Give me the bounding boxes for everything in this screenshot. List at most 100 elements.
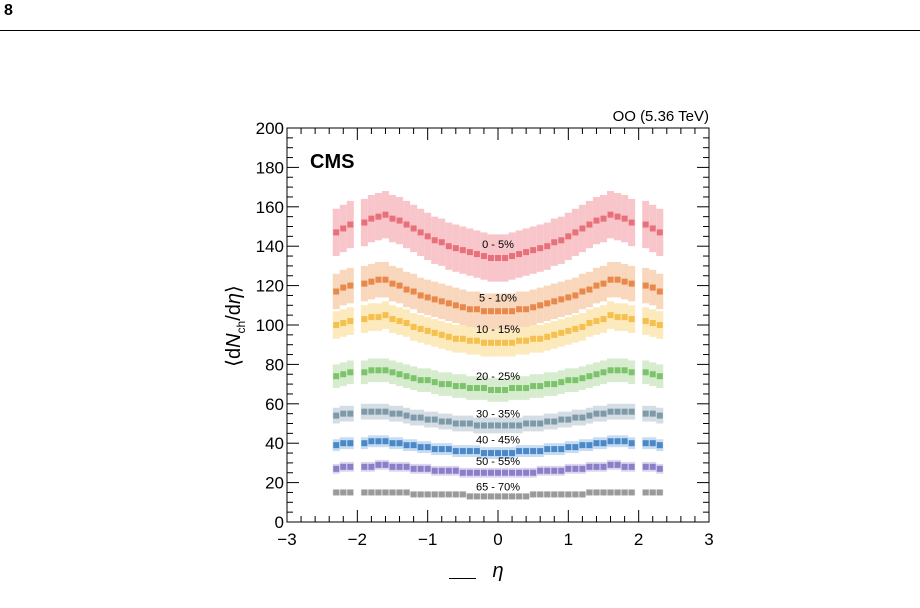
data-point: [361, 316, 368, 323]
data-point: [466, 385, 473, 392]
data-point: [558, 296, 565, 303]
data-point: [565, 327, 572, 334]
data-point: [438, 381, 445, 388]
data-point: [523, 337, 530, 344]
series-label: 0 - 5%: [482, 239, 514, 251]
data-point: [544, 446, 551, 453]
y-tick-label: 20: [265, 474, 284, 493]
data-point: [558, 446, 565, 453]
data-point: [579, 465, 586, 472]
data-point: [586, 373, 593, 380]
data-point: [502, 493, 509, 500]
data-point: [396, 217, 403, 224]
data-point: [607, 408, 614, 415]
data-point: [368, 367, 375, 374]
data-point: [445, 381, 452, 388]
data-point: [382, 461, 389, 468]
y-tick-label: 140: [256, 237, 284, 256]
data-point: [621, 314, 628, 321]
data-point: [537, 491, 544, 498]
data-point: [487, 255, 494, 262]
data-point: [495, 422, 501, 429]
y-tick-label: 120: [256, 277, 284, 296]
data-point: [431, 491, 438, 498]
data-point: [431, 237, 438, 244]
data-point: [382, 211, 389, 218]
data-point: [495, 493, 501, 500]
data-point: [621, 489, 628, 496]
series-labels: 0 - 5% 5 - 10% 10 - 15% 20 - 25% 30 - 35% 40 …: [476, 239, 520, 493]
data-point: [565, 465, 572, 472]
data-point: [466, 493, 473, 500]
data-point: [361, 280, 368, 287]
footnote-rule: [449, 578, 476, 579]
data-point: [452, 467, 459, 474]
data-point: [389, 440, 396, 447]
data-point: [593, 463, 600, 470]
data-point: [579, 491, 586, 498]
data-point: [495, 469, 501, 476]
data-point: [551, 446, 558, 453]
y-tick-label: 80: [265, 355, 284, 374]
x-axis-label: η: [492, 560, 503, 582]
data-point: [621, 463, 628, 470]
data-point: [628, 489, 635, 496]
data-point: [649, 284, 656, 291]
data-point: [495, 339, 501, 346]
data-point: [403, 442, 410, 449]
data-point: [396, 371, 403, 378]
data-point: [502, 450, 509, 457]
data-point: [403, 463, 410, 470]
data-point: [396, 410, 403, 417]
data-point: [445, 491, 452, 498]
data-point: [586, 412, 593, 419]
x-tick-label: −1: [418, 530, 437, 549]
data-point: [459, 247, 466, 254]
data-point: [628, 316, 635, 323]
data-point: [403, 286, 410, 293]
data-point: [649, 320, 656, 327]
series-label: 40 - 45%: [476, 434, 520, 446]
data-point: [565, 294, 572, 301]
data-point: [544, 300, 551, 307]
series-label: 50 - 55%: [476, 456, 520, 468]
data-point: [417, 377, 424, 384]
data-point: [579, 288, 586, 295]
data-point: [509, 450, 516, 457]
data-point: [438, 298, 445, 305]
data-point: [649, 463, 656, 470]
data-point: [410, 375, 417, 382]
data-point: [593, 371, 600, 378]
data-point: [459, 491, 466, 498]
data-point: [417, 491, 424, 498]
data-point: [579, 375, 586, 382]
data-point: [586, 286, 593, 293]
data-point: [509, 385, 516, 392]
data-point: [600, 316, 607, 323]
data-point: [600, 440, 607, 447]
data-point: [368, 489, 375, 496]
data-point: [473, 422, 480, 429]
data-point: [459, 335, 466, 342]
data-point: [340, 410, 347, 417]
data-point: [530, 469, 537, 476]
data-point: [445, 243, 452, 250]
data-point: [459, 420, 466, 427]
data-point: [473, 251, 480, 258]
data-point: [424, 294, 431, 301]
data-point: [361, 463, 368, 470]
x-tick-label: −3: [277, 530, 296, 549]
data-point: [579, 414, 586, 421]
data-point: [445, 467, 452, 474]
data-point: [628, 408, 635, 415]
data-point: [466, 448, 473, 455]
data-point: [614, 461, 621, 468]
data-point: [480, 422, 487, 429]
data-point: [537, 302, 544, 309]
data-point: [642, 410, 649, 417]
series-label: 10 - 15%: [476, 324, 520, 336]
data-point: [551, 491, 558, 498]
data-point: [537, 420, 544, 427]
data-point: [340, 371, 347, 378]
